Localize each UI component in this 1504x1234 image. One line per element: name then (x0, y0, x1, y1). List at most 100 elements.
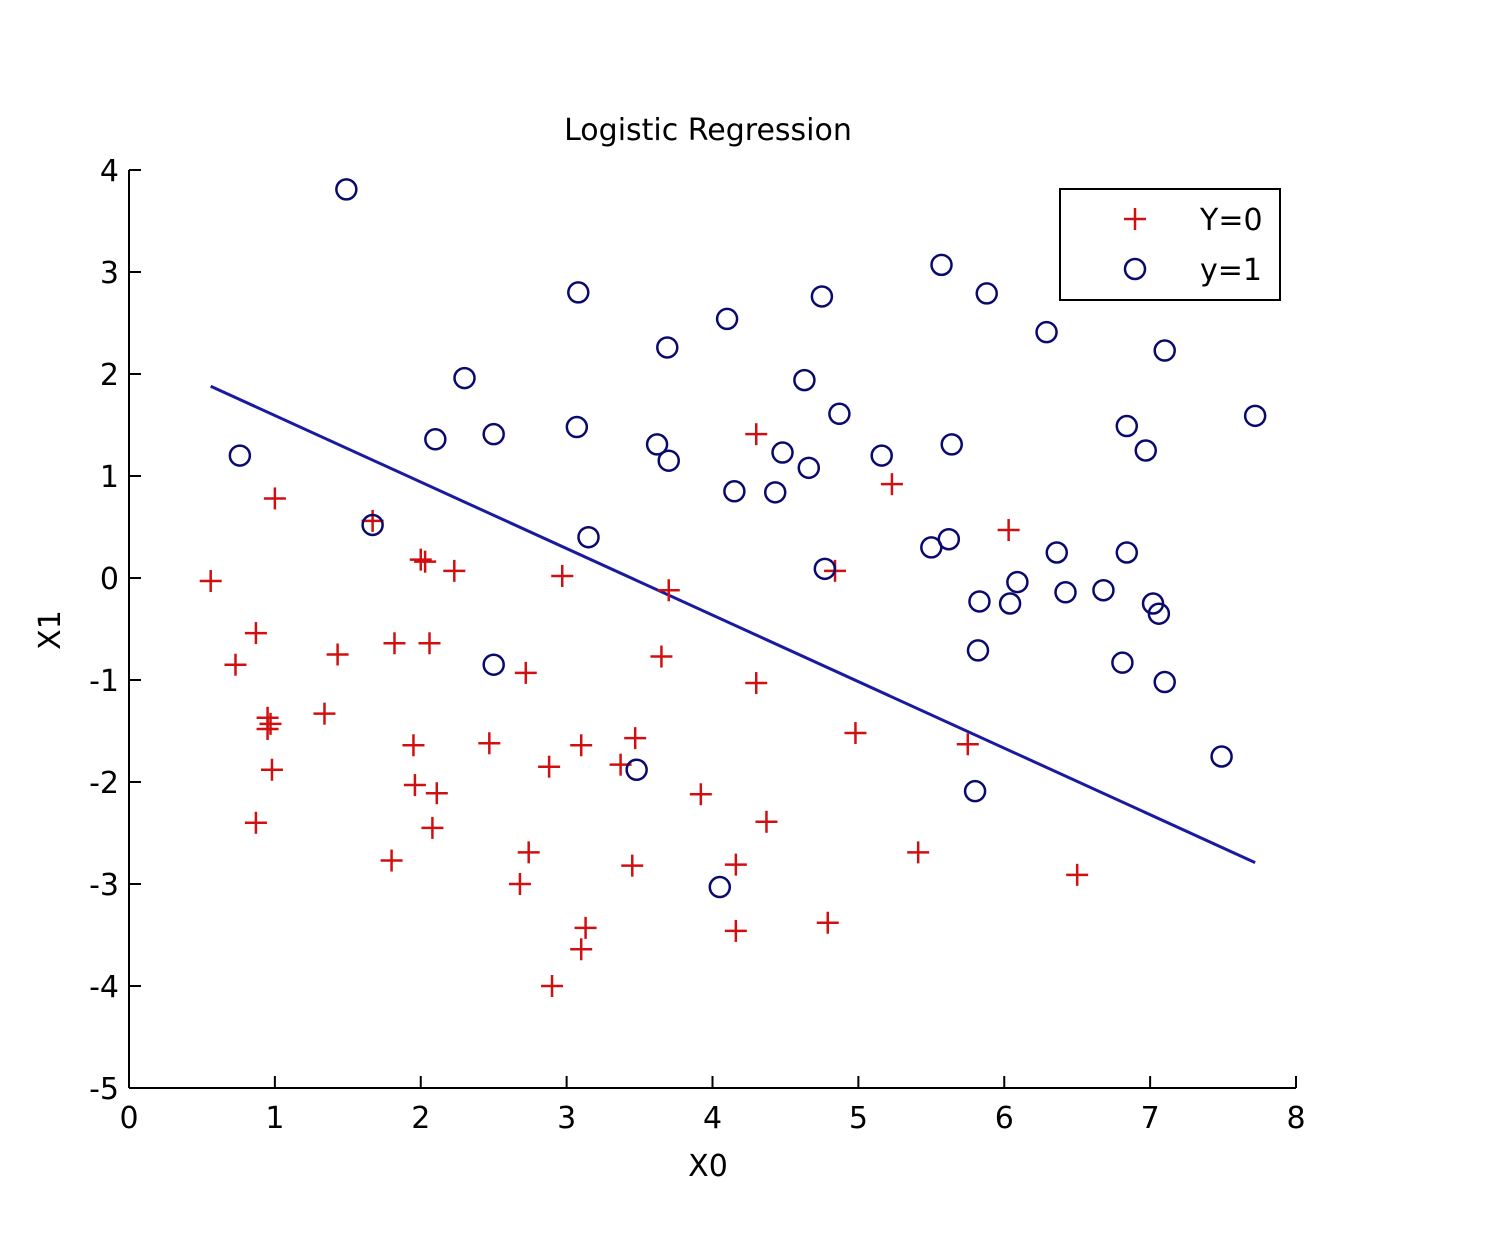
y-tick-label: -5 (89, 1072, 119, 1107)
data-point-class-0 (425, 782, 448, 805)
data-point-class-1 (424, 428, 447, 451)
data-point-class-0 (997, 519, 1020, 542)
decision-boundary-line (210, 384, 1256, 864)
data-point-class-1 (793, 368, 816, 392)
data-point-class-1 (763, 481, 787, 504)
data-point-class-0 (745, 423, 768, 446)
data-point-class-0 (907, 841, 930, 864)
chart-title: Logistic Regression (564, 113, 852, 148)
y-tick-label: -1 (89, 664, 119, 699)
data-point-class-0 (816, 911, 839, 934)
x-tick-label: 4 (703, 1101, 722, 1136)
legend-marker-circle (1123, 257, 1147, 281)
y-tick-label: -4 (89, 970, 119, 1005)
data-point-class-0 (724, 853, 747, 876)
data-point-class-1 (567, 281, 590, 304)
data-point-class-0 (313, 702, 336, 725)
data-point-class-0 (624, 727, 647, 750)
data-point-class-1 (813, 557, 837, 581)
data-point-class-1 (1153, 670, 1176, 694)
x-axis-label: X0 (688, 1149, 728, 1184)
legend-label: y=1 (1200, 253, 1262, 288)
data-point-class-0 (657, 579, 680, 602)
data-point-class-1 (1006, 570, 1029, 594)
data-point-class-1 (656, 336, 679, 359)
data-point-class-1 (1092, 578, 1115, 602)
data-point-class-0 (745, 672, 768, 695)
x-tick-label: 8 (1286, 1101, 1305, 1136)
data-point-class-1 (577, 525, 600, 549)
data-point-class-1 (930, 253, 953, 277)
data-point-class-1 (975, 282, 998, 305)
data-point-class-1 (771, 441, 794, 464)
scatter-points-layer (199, 178, 1267, 997)
data-point-class-1 (482, 422, 505, 446)
x-tick-label: 7 (1141, 1101, 1160, 1136)
data-point-class-1 (482, 653, 505, 676)
y-tick-label: 3 (100, 256, 119, 291)
data-point-class-0 (443, 559, 466, 582)
data-point-class-0 (880, 473, 903, 496)
data-point-class-0 (956, 733, 979, 756)
data-point-class-0 (508, 873, 531, 895)
data-point-class-0 (689, 783, 712, 806)
data-point-class-1 (1243, 404, 1267, 428)
x-tick-label: 0 (119, 1101, 138, 1136)
plot-area (129, 170, 1296, 1088)
x-axis: 0 1 2 3 4 5 6 7 8 (119, 1076, 1306, 1136)
data-point-class-1 (940, 433, 963, 456)
data-point-class-1 (645, 433, 669, 456)
data-point-class-1 (937, 527, 961, 551)
decision-boundary-layer (210, 384, 1256, 864)
data-point-class-0 (551, 564, 574, 587)
data-point-class-1 (828, 402, 851, 426)
data-point-class-1 (1115, 414, 1139, 438)
data-point-class-1 (998, 592, 1022, 615)
data-point-class-1 (1035, 320, 1058, 344)
data-point-class-0 (418, 632, 441, 655)
data-point-class-0 (260, 758, 283, 781)
x-tick-label: 6 (995, 1101, 1014, 1136)
data-point-class-0 (259, 712, 282, 735)
data-point-class-0 (478, 732, 501, 755)
data-point-class-1 (1045, 541, 1069, 564)
y-axis-label: X1 (33, 610, 68, 650)
data-point-class-1 (361, 513, 384, 537)
data-point-class-0 (1066, 863, 1089, 886)
data-point-class-0 (517, 841, 540, 864)
data-point-class-1 (625, 758, 648, 782)
legend-box (1059, 188, 1281, 301)
data-point-class-0 (514, 661, 537, 684)
data-point-class-0 (256, 717, 279, 740)
data-point-class-0 (724, 919, 747, 942)
data-point-class-1 (1153, 339, 1176, 362)
data-point-class-0 (403, 774, 426, 797)
y-tick-label: 1 (100, 460, 119, 495)
y-tick-label: 0 (100, 562, 119, 597)
data-point-class-1 (335, 178, 358, 201)
data-point-class-0 (224, 653, 247, 676)
legend-label: Y=0 (1199, 203, 1263, 238)
legend: Y=0y=1 (1059, 188, 1281, 301)
x-tick-label: 2 (411, 1101, 430, 1136)
data-point-class-1 (1115, 541, 1139, 564)
data-point-class-0 (650, 645, 673, 668)
data-point-class-1 (723, 480, 746, 503)
data-point-class-1 (963, 779, 987, 803)
data-point-class-0 (570, 734, 593, 757)
data-point-class-0 (199, 570, 222, 593)
data-point-class-1 (708, 875, 732, 899)
x-tick-label: 3 (557, 1101, 576, 1136)
x-tick-label: 5 (849, 1101, 868, 1136)
y-axis: -5 -4 -3 -2 -1 0 1 2 3 4 (89, 154, 141, 1107)
data-point-class-0 (402, 734, 425, 757)
data-point-class-0 (538, 755, 561, 778)
data-point-class-0 (409, 548, 432, 571)
data-point-class-1 (715, 307, 739, 331)
data-point-class-0 (621, 854, 644, 877)
data-point-class-0 (570, 938, 593, 961)
data-point-class-1 (1111, 651, 1134, 674)
data-point-class-0 (574, 916, 597, 939)
legend-marker-plus (1124, 208, 1146, 230)
